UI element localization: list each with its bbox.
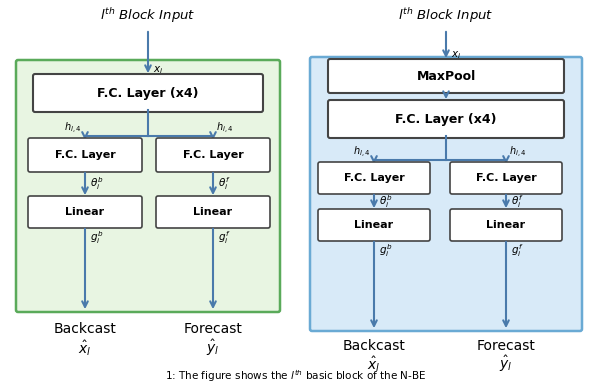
Text: Linear: Linear bbox=[194, 207, 233, 217]
Text: $\hat{x}_l$: $\hat{x}_l$ bbox=[367, 354, 381, 374]
Text: Backcast: Backcast bbox=[53, 322, 117, 336]
Text: Backcast: Backcast bbox=[343, 339, 406, 353]
Text: Linear: Linear bbox=[487, 220, 526, 230]
Text: $\theta_i^f$: $\theta_i^f$ bbox=[218, 175, 231, 192]
Text: $x_i$: $x_i$ bbox=[153, 64, 163, 76]
Text: $g_i^f$: $g_i^f$ bbox=[511, 243, 523, 260]
FancyBboxPatch shape bbox=[156, 138, 270, 172]
Text: Forecast: Forecast bbox=[477, 339, 535, 353]
Text: F.C. Layer: F.C. Layer bbox=[182, 150, 243, 160]
Text: $g_i^b$: $g_i^b$ bbox=[379, 243, 392, 260]
Text: $h_{i,4}$: $h_{i,4}$ bbox=[216, 121, 233, 136]
Text: F.C. Layer: F.C. Layer bbox=[475, 173, 536, 183]
Text: 1: The figure shows the $l^{th}$ basic block of the N-BE: 1: The figure shows the $l^{th}$ basic b… bbox=[165, 368, 427, 384]
FancyBboxPatch shape bbox=[28, 138, 142, 172]
Text: F.C. Layer (x4): F.C. Layer (x4) bbox=[395, 113, 497, 126]
Text: $x_i$: $x_i$ bbox=[451, 49, 461, 61]
FancyBboxPatch shape bbox=[318, 209, 430, 241]
FancyBboxPatch shape bbox=[16, 60, 280, 312]
Text: Forecast: Forecast bbox=[184, 322, 243, 336]
FancyBboxPatch shape bbox=[28, 196, 142, 228]
Text: $g_i^b$: $g_i^b$ bbox=[90, 230, 104, 247]
Text: $\theta_i^b$: $\theta_i^b$ bbox=[379, 193, 392, 210]
Text: Linear: Linear bbox=[355, 220, 394, 230]
Text: $\hat{x}_l$: $\hat{x}_l$ bbox=[78, 338, 92, 358]
Text: Linear: Linear bbox=[66, 207, 105, 217]
FancyBboxPatch shape bbox=[310, 57, 582, 331]
FancyBboxPatch shape bbox=[450, 162, 562, 194]
Text: $l^{th}$ Block Input: $l^{th}$ Block Input bbox=[100, 7, 196, 25]
FancyBboxPatch shape bbox=[328, 59, 564, 93]
Text: F.C. Layer (x4): F.C. Layer (x4) bbox=[97, 86, 199, 99]
FancyBboxPatch shape bbox=[450, 209, 562, 241]
Text: $\hat{y}_l$: $\hat{y}_l$ bbox=[499, 354, 513, 374]
Text: F.C. Layer: F.C. Layer bbox=[54, 150, 115, 160]
FancyBboxPatch shape bbox=[328, 100, 564, 138]
FancyBboxPatch shape bbox=[33, 74, 263, 112]
Text: $h_{l,4}$: $h_{l,4}$ bbox=[353, 144, 371, 159]
FancyBboxPatch shape bbox=[318, 162, 430, 194]
FancyBboxPatch shape bbox=[156, 196, 270, 228]
Text: MaxPool: MaxPool bbox=[416, 70, 475, 83]
Text: $\theta_i^b$: $\theta_i^b$ bbox=[90, 175, 104, 192]
Text: $g_i^f$: $g_i^f$ bbox=[218, 230, 230, 247]
Text: $\hat{y}_l$: $\hat{y}_l$ bbox=[207, 338, 220, 358]
Text: $l^{th}$ Block Input: $l^{th}$ Block Input bbox=[398, 7, 494, 25]
Text: $h_{i,4}$: $h_{i,4}$ bbox=[509, 144, 526, 159]
Text: $h_{l,4}$: $h_{l,4}$ bbox=[65, 121, 82, 136]
Text: F.C. Layer: F.C. Layer bbox=[343, 173, 404, 183]
Text: $\theta_i^f$: $\theta_i^f$ bbox=[511, 193, 523, 210]
